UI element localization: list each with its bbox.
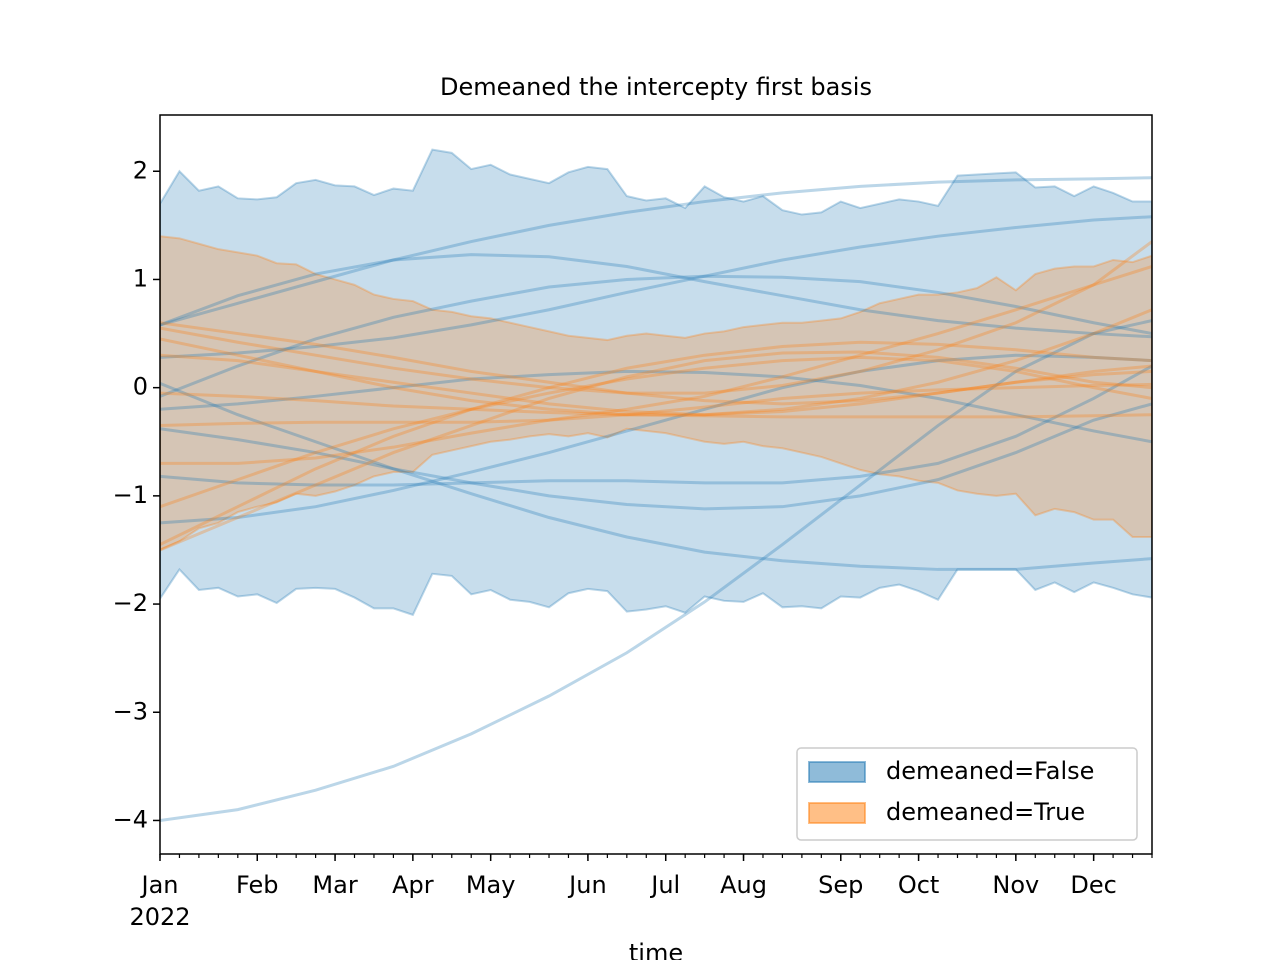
legend-swatch <box>808 761 866 783</box>
band <box>160 148 1152 617</box>
sample-line <box>160 350 1152 552</box>
x-axis-label: time <box>629 939 683 960</box>
sample-line <box>160 402 1152 511</box>
x-tick-label: Feb <box>236 871 279 899</box>
sample-line <box>160 240 1152 395</box>
axes-frame <box>159 114 1153 855</box>
x-tick-label: Nov <box>992 871 1039 899</box>
x-year-label: 2022 <box>129 903 190 931</box>
sample-line <box>160 321 1152 406</box>
sample-line <box>160 340 1152 546</box>
x-tick-label: Sep <box>818 871 863 899</box>
x-tick-label: Aug <box>720 871 767 899</box>
sample-line <box>160 253 1152 339</box>
sample-line <box>160 274 1152 398</box>
y-tick-label: 0 <box>133 373 148 401</box>
band <box>160 235 1152 552</box>
legend-swatch <box>808 802 866 824</box>
y-tick-label: 1 <box>133 264 148 292</box>
x-tick-label: Dec <box>1070 871 1116 899</box>
y-tick-label: −4 <box>113 805 148 833</box>
plot-area <box>160 148 1152 822</box>
sample-line <box>160 215 1152 359</box>
y-tick-label: −3 <box>113 697 148 725</box>
chart-title: Demeaned the intercepty first basis <box>440 73 872 101</box>
legend-label: demeaned=True <box>886 798 1085 826</box>
x-tick-label: May <box>466 871 516 899</box>
x-tick-label: Mar <box>312 871 357 899</box>
legend-box <box>796 747 1138 841</box>
sample-line <box>160 381 1152 571</box>
sample-line <box>160 369 1152 444</box>
sample-line <box>160 319 1152 822</box>
x-tick-label: Apr <box>392 871 434 899</box>
sample-line <box>160 391 1152 419</box>
sample-line <box>160 364 1152 487</box>
legend-label: demeaned=False <box>886 757 1094 785</box>
sample-line <box>160 355 1152 509</box>
sample-line <box>160 382 1152 428</box>
y-tick-label: −2 <box>113 589 148 617</box>
y-tick-label: −1 <box>113 481 148 509</box>
sample-line <box>160 353 1152 417</box>
sample-line <box>160 353 1152 525</box>
x-tick-label: Jun <box>567 871 607 899</box>
y-tick-label: 2 <box>133 156 148 184</box>
sample-line <box>160 308 1152 417</box>
x-tick-label: Jul <box>649 871 680 899</box>
x-tick-label: Jan <box>140 871 179 899</box>
sample-line <box>160 265 1152 465</box>
sample-line <box>160 176 1152 327</box>
x-tick-label: Oct <box>898 871 940 899</box>
